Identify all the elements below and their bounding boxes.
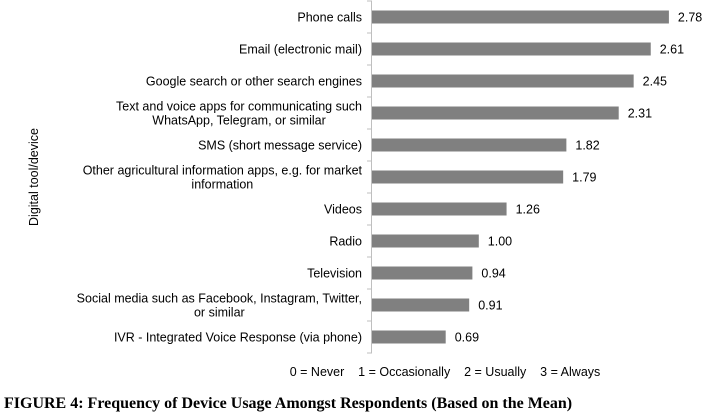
category-label: Email (electronic mail): [239, 43, 362, 57]
data-label: 2.61: [660, 43, 684, 57]
bar-chart: Digital tool/device 0 = Never 1 = Occasi…: [27, 0, 702, 379]
data-label: 0.91: [478, 299, 502, 313]
category-label: Television: [307, 267, 362, 281]
category-label: or similar: [194, 306, 245, 320]
y-axis-label: Digital tool/device: [27, 128, 41, 226]
category-label: Text and voice apps for communicating su…: [116, 100, 362, 114]
data-label: 2.45: [643, 75, 667, 89]
data-label: 1.00: [488, 235, 512, 249]
data-label: 2.31: [628, 107, 652, 121]
data-label: 2.78: [678, 11, 702, 25]
bar: [372, 170, 564, 184]
bar: [372, 266, 473, 280]
data-label: 1.26: [516, 203, 540, 217]
bar: [372, 74, 634, 88]
category-label: SMS (short message service): [198, 139, 362, 153]
bar: [372, 234, 479, 248]
scale-legend: 0 = Never 1 = Occasionally 2 = Usually 3…: [290, 365, 601, 379]
bar: [372, 106, 619, 120]
figure-caption: FIGURE 4: Frequency of Device Usage Amon…: [4, 395, 573, 412]
category-label: Radio: [329, 235, 362, 249]
bar: [372, 202, 507, 216]
category-label: Phone calls: [297, 11, 362, 25]
category-label: Google search or other search engines: [146, 75, 362, 89]
bar: [372, 138, 567, 152]
bar: [372, 42, 651, 56]
category-label: WhatsApp, Telegram, or similar: [152, 114, 325, 128]
category-label: Other agricultural information apps, e.g…: [83, 164, 363, 178]
bar: [372, 330, 446, 344]
data-label: 1.82: [575, 139, 599, 153]
category-label: IVR - Integrated Voice Response (via pho…: [114, 331, 362, 345]
bar: [372, 10, 669, 24]
data-label: 0.69: [455, 331, 479, 345]
category-label: Videos: [324, 203, 362, 217]
category-label: Social media such as Facebook, Instagram…: [77, 292, 362, 306]
data-label: 0.94: [481, 267, 505, 281]
bar: [372, 298, 470, 312]
category-label: information: [191, 178, 253, 192]
data-label: 1.79: [572, 171, 596, 185]
